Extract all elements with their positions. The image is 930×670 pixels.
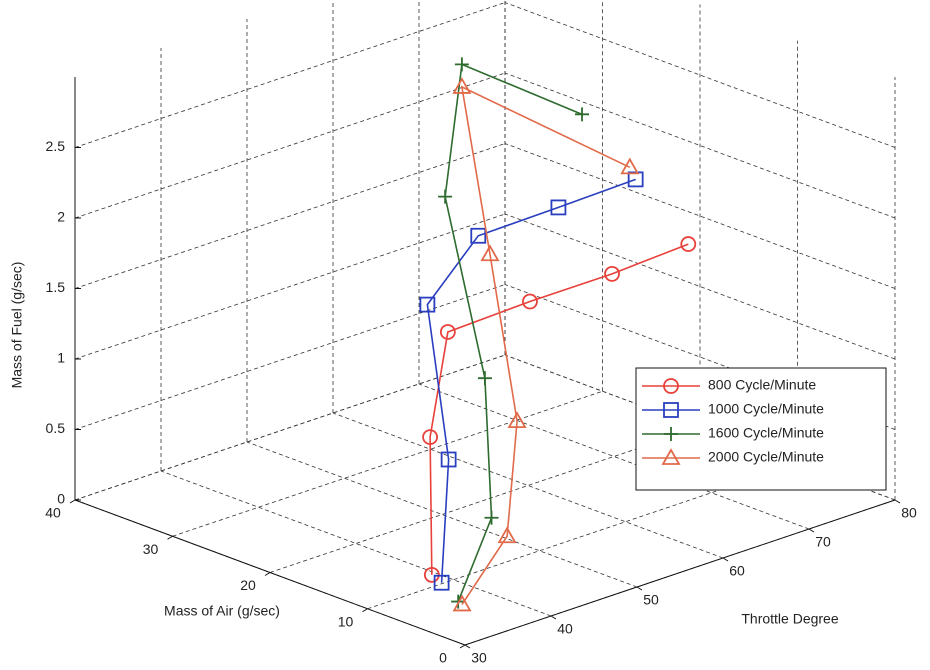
grid-line: [75, 3, 505, 148]
marker: [478, 371, 492, 385]
x-tick: [460, 645, 465, 648]
z-tick-label: 1.5: [46, 279, 66, 295]
x-tick-label: 40: [45, 505, 61, 521]
y-tick: [809, 529, 814, 532]
y-tick-label: 80: [901, 505, 917, 521]
legend-label: 1600 Cycle/Minute: [708, 425, 824, 441]
y-tick: [465, 645, 470, 648]
legend-label: 1000 Cycle/Minute: [708, 401, 824, 417]
y-tick-label: 50: [643, 592, 659, 608]
legend-label: 800 Cycle/Minute: [708, 377, 816, 393]
y-tick: [637, 587, 642, 590]
y-tick-label: 70: [815, 534, 831, 550]
y-axis-label: Throttle Degree: [741, 611, 838, 627]
x-tick-label: 0: [439, 650, 447, 666]
x-tick: [70, 500, 75, 503]
z-tick-label: 2: [57, 209, 65, 225]
y-tick-label: 30: [471, 650, 487, 666]
marker: [622, 159, 638, 173]
z-tick-label: 0: [57, 491, 65, 507]
z-tick-label: 1: [57, 350, 65, 366]
legend-label: 2000 Cycle/Minute: [708, 449, 824, 465]
series-line: [445, 64, 582, 601]
marker: [455, 57, 469, 71]
chart: Mass of Fuel (g/sec) Mass of Air (g/sec)…: [0, 0, 930, 670]
x-tick-label: 10: [338, 613, 354, 629]
x-tick: [363, 609, 368, 612]
x-tick-label: 20: [240, 577, 256, 593]
x-tick: [265, 573, 270, 576]
marker: [485, 511, 499, 525]
y-tick: [895, 500, 900, 503]
marker: [575, 107, 589, 121]
y-tick-label: 40: [557, 621, 573, 637]
z-axis-label: Mass of Fuel (g/sec): [9, 262, 25, 389]
grid-line: [75, 144, 505, 289]
y-tick: [551, 616, 556, 619]
x-axis-label: Mass of Air (g/sec): [164, 603, 280, 619]
y-tick: [723, 558, 728, 561]
marker: [438, 190, 452, 204]
grid-line: [161, 471, 551, 616]
series-line: [427, 179, 635, 582]
page: Mass of Fuel (g/sec) Mass of Air (g/sec)…: [0, 0, 930, 670]
grid-line: [75, 285, 505, 430]
y-tick-label: 60: [729, 563, 745, 579]
z-tick-label: 2.5: [46, 138, 66, 154]
x-tick: [168, 536, 173, 539]
grid-line: [173, 391, 603, 536]
z-tick-label: 0.5: [46, 420, 66, 436]
x-tick-label: 30: [143, 541, 159, 557]
